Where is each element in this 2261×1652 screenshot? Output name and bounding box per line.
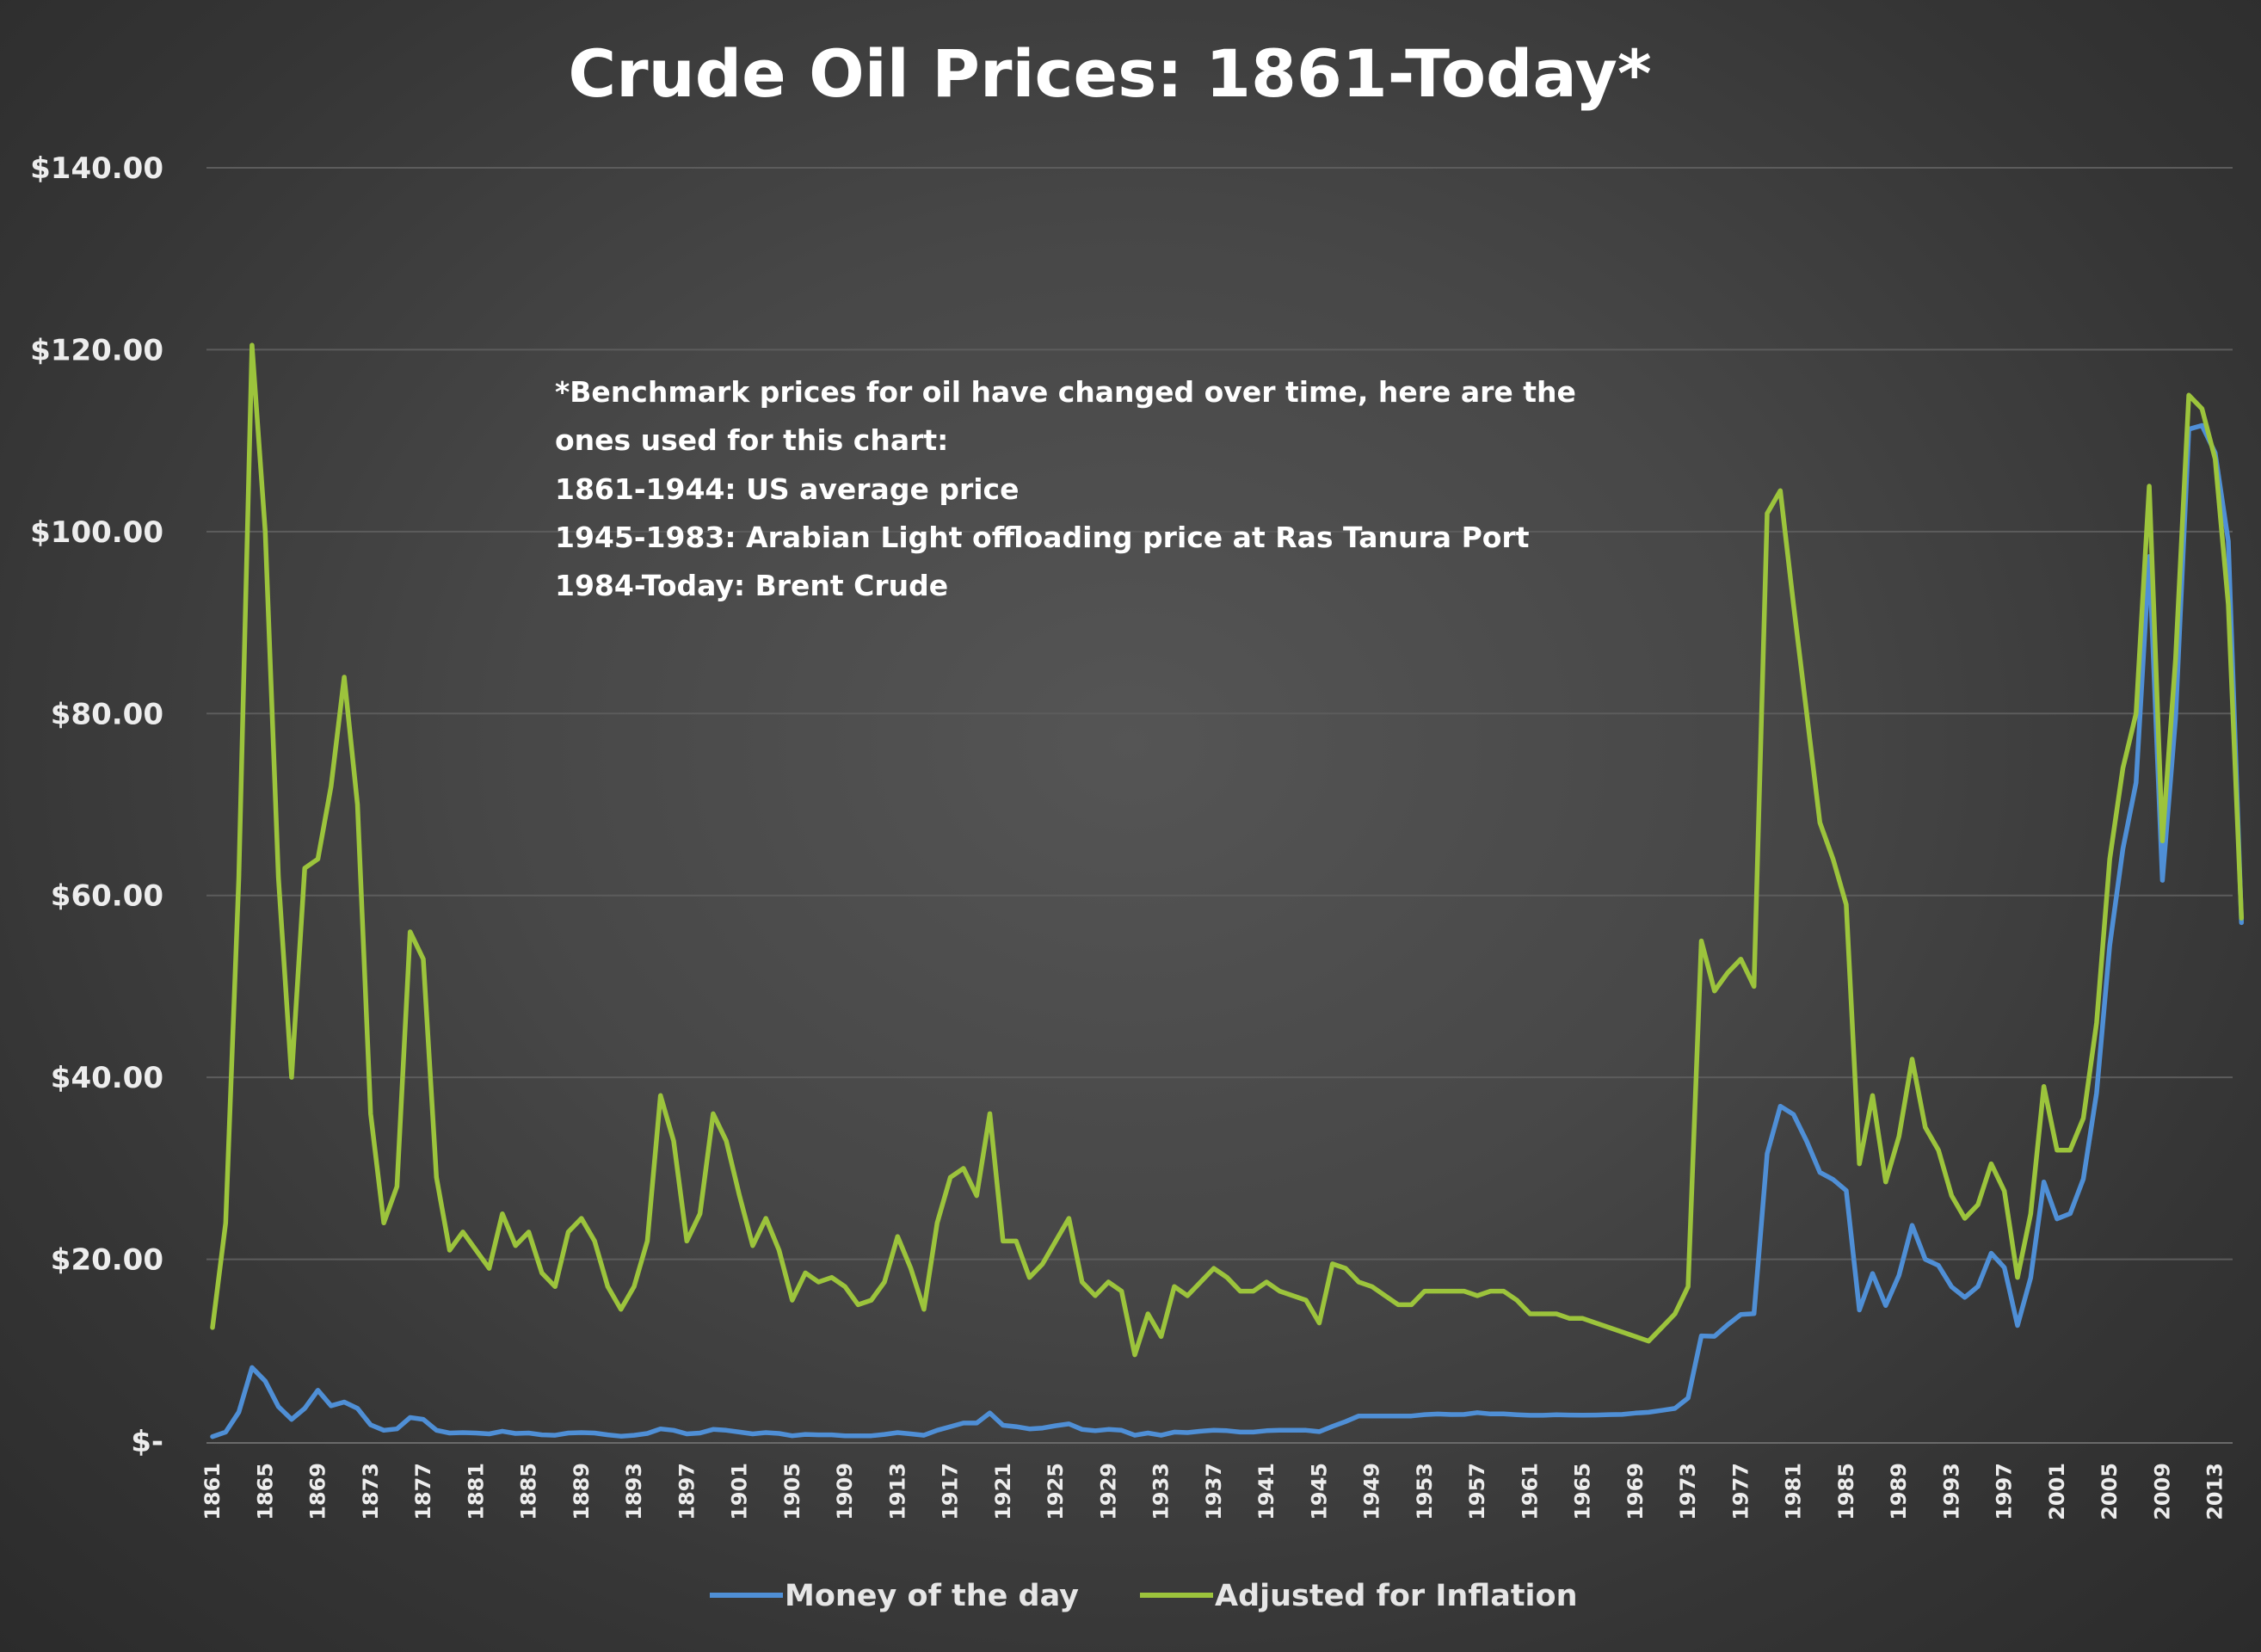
y-tick-label: $120.00 bbox=[30, 333, 163, 367]
x-tick-label: 1937 bbox=[1202, 1463, 1226, 1520]
x-tick-label: 1873 bbox=[359, 1463, 383, 1520]
x-tick-label: 1901 bbox=[728, 1463, 752, 1520]
x-tick-label: 1953 bbox=[1413, 1463, 1437, 1520]
y-tick-label: $100.00 bbox=[30, 515, 163, 550]
x-tick-label: 1885 bbox=[517, 1463, 541, 1520]
y-axis-ticks: $140.00 $120.00 $100.00 $80.00 $60.00 $40.00 $… bbox=[30, 151, 163, 1459]
x-tick-label: 1917 bbox=[939, 1463, 963, 1520]
x-tick-label: 1977 bbox=[1728, 1463, 1753, 1520]
chart-legend: Money of the day Adjusted for Inflation bbox=[710, 1579, 1578, 1613]
x-tick-label: 1905 bbox=[780, 1463, 804, 1520]
x-tick-label: 2013 bbox=[2203, 1463, 2227, 1520]
x-tick-label: 1861 bbox=[200, 1463, 225, 1520]
x-tick-label: 1909 bbox=[833, 1463, 857, 1520]
x-tick-label: 2005 bbox=[2098, 1463, 2122, 1520]
legend-label: Adjusted for Inflation bbox=[1215, 1579, 1578, 1613]
x-tick-label: 1969 bbox=[1623, 1463, 1648, 1520]
x-tick-label: 1949 bbox=[1360, 1463, 1384, 1520]
gridlines bbox=[206, 167, 2233, 1444]
x-tick-label: 1893 bbox=[622, 1463, 646, 1520]
y-tick-label: $- bbox=[131, 1425, 163, 1459]
annotation-line: ones used for this chart: bbox=[555, 423, 948, 457]
y-tick-label: $80.00 bbox=[51, 697, 163, 731]
y-tick-label: $40.00 bbox=[51, 1061, 163, 1095]
x-tick-label: 2001 bbox=[2045, 1463, 2069, 1520]
x-tick-label: 1889 bbox=[570, 1463, 594, 1520]
chart-title: Crude Oil Prices: 1861-Today* bbox=[568, 35, 1651, 112]
annotation-line: *Benchmark prices for oil have changed o… bbox=[555, 375, 1576, 409]
data-series bbox=[210, 342, 2245, 1439]
annotation-line: 1861-1944: US average price bbox=[555, 472, 1019, 506]
annotation-line: 1984-Today: Brent Crude bbox=[555, 569, 948, 602]
x-tick-label: 1865 bbox=[253, 1463, 277, 1520]
x-tick-label: 1945 bbox=[1307, 1463, 1331, 1520]
series-line-money-of-the-day bbox=[210, 422, 2245, 1439]
x-tick-label: 1957 bbox=[1465, 1463, 1489, 1520]
x-tick-label: 1989 bbox=[1887, 1463, 1911, 1520]
annotation-line: 1945-1983: Arabian Light offloading pric… bbox=[555, 521, 1530, 554]
y-tick-label: $20.00 bbox=[51, 1243, 163, 1278]
x-tick-label: 1913 bbox=[885, 1463, 909, 1520]
x-tick-label: 1869 bbox=[306, 1463, 330, 1520]
x-tick-label: 1941 bbox=[1254, 1463, 1278, 1520]
legend-label: Money of the day bbox=[785, 1579, 1079, 1613]
x-tick-label: 2009 bbox=[2150, 1463, 2174, 1520]
x-tick-label: 1933 bbox=[1149, 1463, 1174, 1520]
series-line-adjusted-for-inflation bbox=[210, 342, 2245, 1358]
x-tick-label: 1877 bbox=[411, 1463, 435, 1520]
x-tick-label: 1929 bbox=[1096, 1463, 1120, 1520]
x-tick-label: 1993 bbox=[1939, 1463, 1963, 1520]
x-tick-label: 1925 bbox=[1044, 1463, 1068, 1520]
x-tick-label: 1961 bbox=[1518, 1463, 1542, 1520]
x-tick-label: 1897 bbox=[675, 1463, 699, 1520]
x-tick-label: 1997 bbox=[1993, 1463, 2017, 1520]
y-tick-label: $60.00 bbox=[51, 879, 163, 914]
x-tick-label: 1981 bbox=[1782, 1463, 1806, 1520]
x-tick-label: 1973 bbox=[1676, 1463, 1700, 1520]
x-tick-label: 1965 bbox=[1571, 1463, 1595, 1520]
x-tick-label: 1881 bbox=[464, 1463, 488, 1520]
benchmark-annotation: *Benchmark prices for oil have changed o… bbox=[555, 375, 1576, 602]
x-tick-label: 1985 bbox=[1834, 1463, 1858, 1520]
x-axis-ticks: 1861 1865 1869 1873 1877 1881 1885 1889 1893 1897… bbox=[200, 1463, 2227, 1520]
y-tick-label: $140.00 bbox=[30, 151, 163, 186]
x-tick-label: 1921 bbox=[991, 1463, 1015, 1520]
